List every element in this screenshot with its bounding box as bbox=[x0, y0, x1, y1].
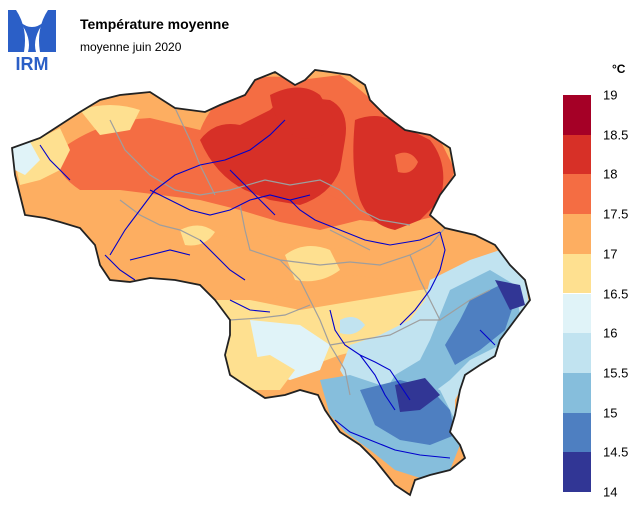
legend-tick-label: 19 bbox=[603, 87, 618, 103]
legend-tick-label: 17 bbox=[603, 246, 618, 262]
map-title: Température moyenne bbox=[80, 16, 230, 32]
legend-swatch bbox=[563, 372, 591, 413]
legend-swatch bbox=[563, 174, 591, 215]
legend-swatch bbox=[563, 134, 591, 175]
legend-tick-label: 18.5 bbox=[603, 127, 629, 143]
zone-16.5-17-coast bbox=[12, 142, 40, 175]
zone-15-15.5-east bbox=[445, 285, 515, 365]
legend-tick-label: 16 bbox=[603, 325, 618, 341]
legend-tick-label: 16.5 bbox=[603, 286, 629, 301]
legend-swatch bbox=[563, 452, 591, 492]
legend-swatch bbox=[563, 412, 591, 453]
legend-tick-label: 14.5 bbox=[603, 444, 629, 460]
zone-17-17.5-sw-spot bbox=[240, 355, 295, 390]
legend-tick-label: 15.5 bbox=[603, 365, 629, 381]
zone-18-18.5-east bbox=[353, 116, 444, 230]
province-borders bbox=[109, 107, 491, 396]
legend-unit: °C bbox=[612, 62, 626, 76]
legend-tick-label: 14 bbox=[603, 484, 618, 500]
color-legend bbox=[563, 95, 591, 492]
zone-16-16.5-spot bbox=[340, 316, 365, 335]
zone-17.5-18-spot bbox=[395, 152, 418, 173]
zone-18-18.5-north bbox=[270, 87, 335, 139]
irm-logo: IRM bbox=[6, 8, 58, 74]
legend-swatch bbox=[563, 95, 591, 135]
legend-tick-label: 18 bbox=[603, 166, 618, 182]
legend-swatch bbox=[563, 293, 591, 334]
zone-17-17.5-west-spot bbox=[180, 225, 215, 246]
rivers bbox=[39, 119, 496, 459]
map-subtitle: moyenne juin 2020 bbox=[80, 40, 182, 54]
legend-swatch bbox=[563, 214, 591, 254]
zone-14-14.5-south bbox=[395, 378, 440, 412]
legend-tick-label: 17.5 bbox=[603, 206, 629, 222]
legend-swatch bbox=[563, 253, 591, 294]
legend-swatch bbox=[563, 333, 591, 373]
zone-14-14.5-east bbox=[495, 280, 525, 310]
legend-tick-label: 15 bbox=[603, 405, 618, 421]
logo-text: IRM bbox=[16, 54, 49, 72]
